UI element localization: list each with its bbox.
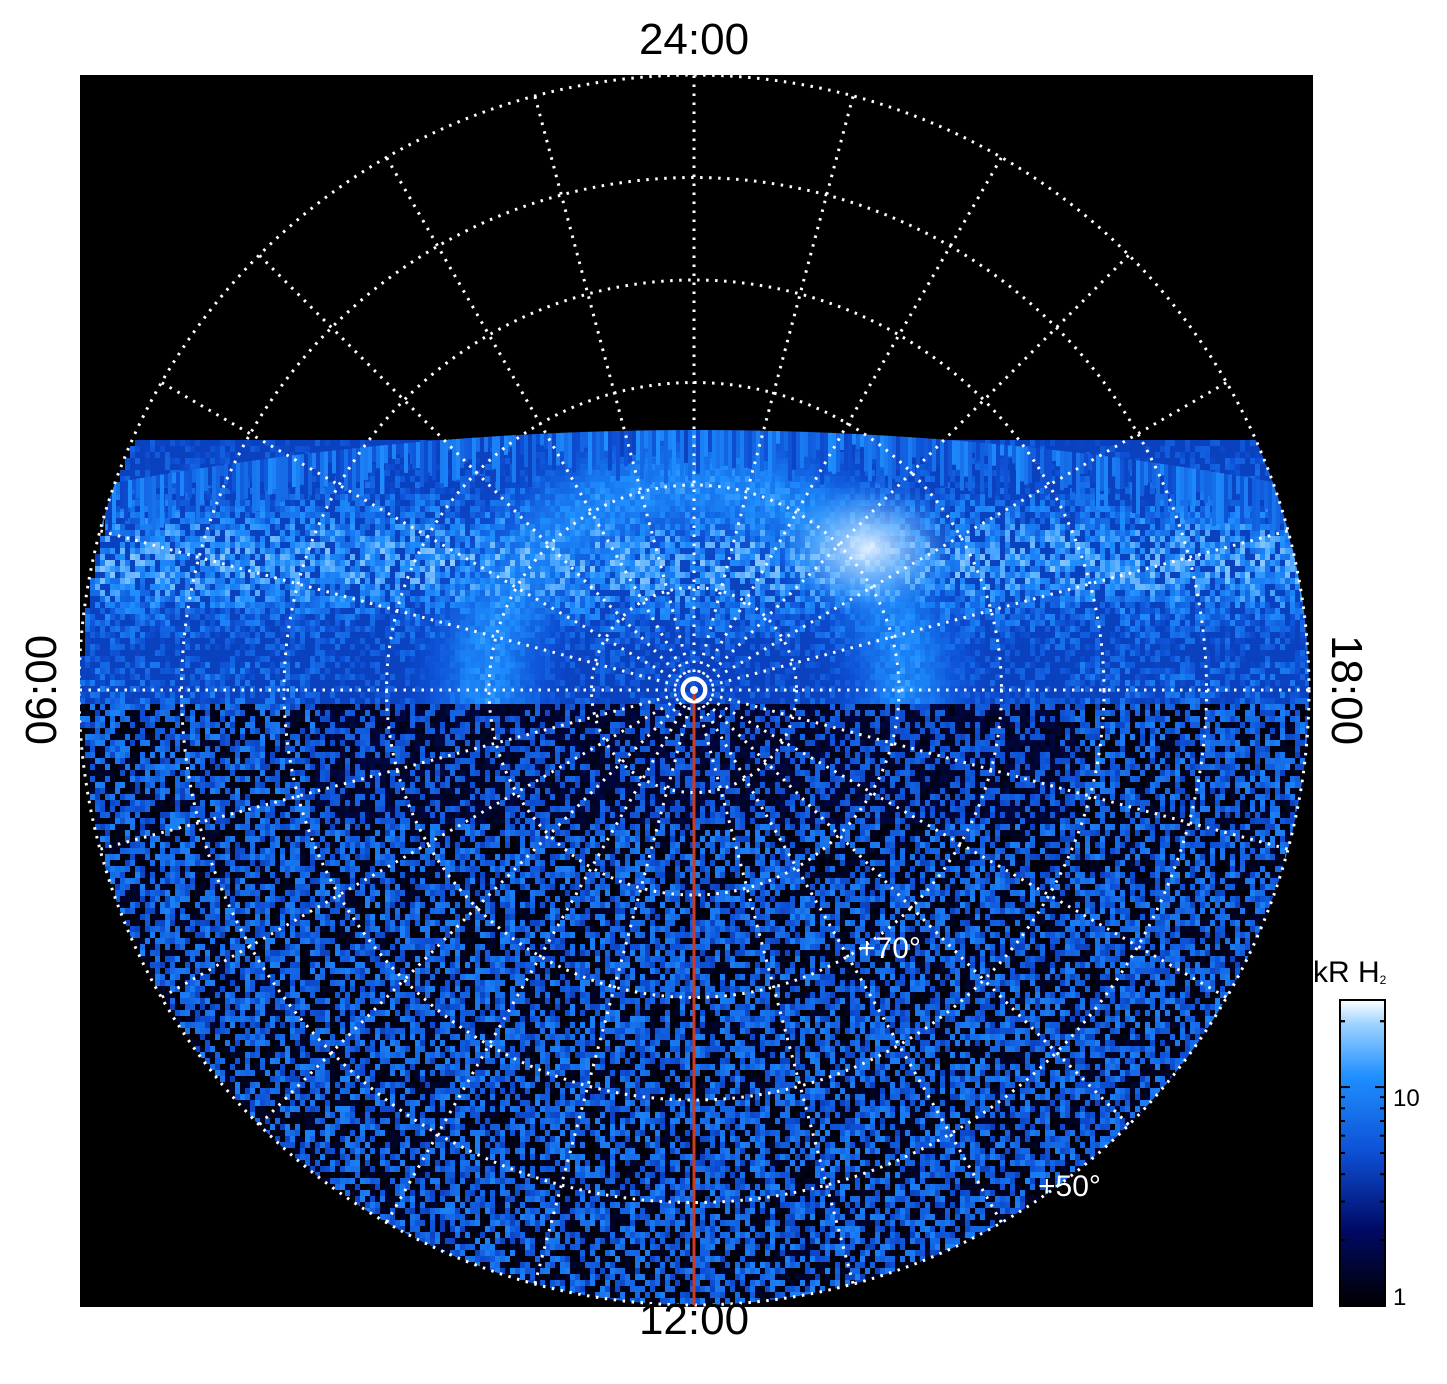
polar-aurora-chart: +70° +50° [0,0,1447,1384]
